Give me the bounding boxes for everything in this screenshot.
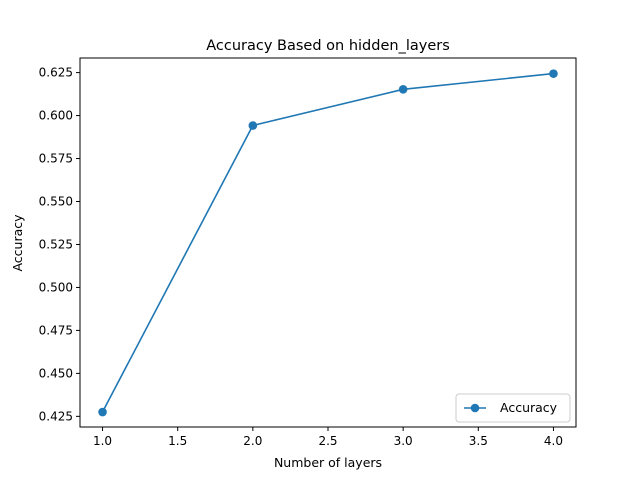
- x-tick-label: 3.5: [469, 434, 488, 448]
- y-tick-label: 0.475: [39, 323, 73, 337]
- y-tick-label: 0.625: [39, 66, 73, 80]
- x-tick-label: 2.0: [243, 434, 262, 448]
- legend-label: Accuracy: [500, 400, 558, 415]
- data-point: [549, 69, 558, 78]
- x-tick-label: 3.0: [394, 434, 413, 448]
- series-group: [98, 69, 558, 417]
- data-point: [98, 407, 107, 417]
- legend: Accuracy: [455, 393, 571, 423]
- y-tick-label: 0.550: [39, 195, 73, 209]
- series-line: [101, 72, 554, 413]
- y-tick-label: 0.525: [39, 237, 73, 251]
- legend-box: [455, 393, 571, 423]
- x-tick-label: 1.5: [168, 434, 187, 448]
- chart-title: Accuracy Based on hidden_layers: [206, 38, 450, 54]
- y-tick-label: 0.500: [39, 280, 73, 294]
- legend-marker-swatch: [470, 403, 480, 413]
- y-tick-label: 0.425: [39, 409, 73, 423]
- x-tick-label: 4.0: [544, 434, 563, 448]
- y-tick-label: 0.575: [39, 152, 73, 166]
- plot-area: [79, 57, 577, 428]
- y-tick-label: 0.600: [39, 109, 73, 123]
- y-axis: 0.425 0.450 0.475 0.500 0.525 0.550 0.575 0.600…: [39, 66, 80, 423]
- data-point: [398, 84, 408, 94]
- y-axis-label: Accuracy: [10, 214, 25, 272]
- x-tick-label: 2.5: [318, 434, 337, 448]
- x-tick-label: 1.0: [93, 434, 112, 448]
- x-axis: 1.0 1.5 2.0 2.5 3.0 3.5 4.0: [93, 427, 563, 448]
- data-point: [248, 121, 258, 130]
- y-tick-label: 0.450: [39, 366, 73, 380]
- x-axis-label: Number of layers: [274, 455, 382, 470]
